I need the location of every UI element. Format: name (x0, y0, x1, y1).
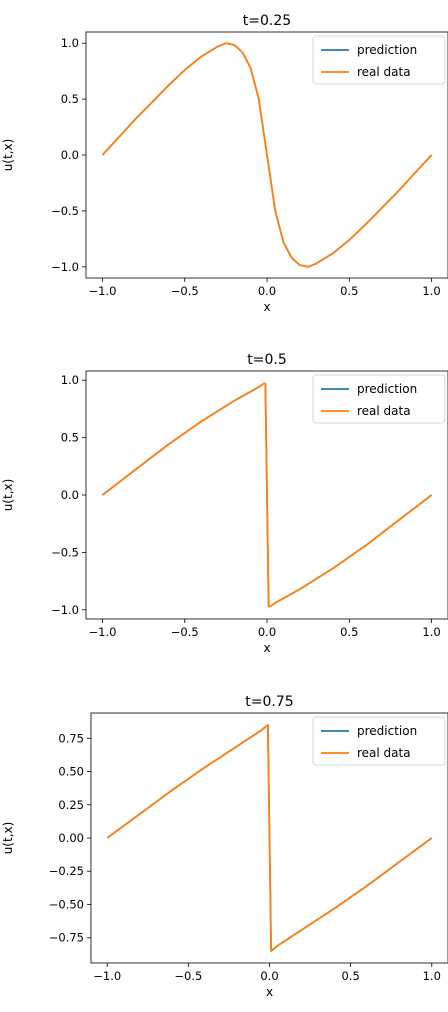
x-tick-label: −0.5 (174, 969, 202, 983)
x-tick-label: 0.0 (258, 625, 276, 639)
x-tick-label: −0.5 (171, 625, 199, 639)
y-tick-label: −0.5 (51, 545, 79, 559)
x-tick-label: 0.5 (341, 969, 359, 983)
y-tick-label: 0.5 (61, 431, 79, 445)
legend-label: real data (357, 746, 411, 760)
x-axis-label: x (263, 641, 270, 655)
x-axis-label: x (263, 300, 270, 314)
y-tick-label: 1.0 (61, 36, 79, 50)
legend: prediction real data (312, 374, 446, 424)
legend-label: real data (357, 404, 411, 418)
y-tick-label: −0.5 (51, 204, 79, 218)
x-tick-label: 1.0 (422, 625, 440, 639)
series-line-real-data (106, 724, 433, 952)
y-tick-label: 0.0 (61, 488, 79, 502)
chart-title: t=0.5 (247, 352, 286, 368)
y-tick-label: −0.75 (49, 931, 84, 945)
y-axis-label: u(t,x) (1, 479, 15, 512)
y-tick-label: −0.50 (49, 897, 84, 911)
x-tick-label: −1.0 (88, 625, 116, 639)
legend-label: prediction (357, 43, 417, 57)
y-tick-label: 0.5 (61, 92, 79, 106)
legend: prediction real data (312, 35, 446, 85)
y-tick-label: 0.00 (58, 831, 84, 845)
y-tick-label: −0.25 (49, 864, 84, 878)
chart-panel-2: −1.0 −0.5 0.0 0.5 1.0 −1.0 −0.5 0.0 0.5 1.0 t=0.5 x… (1, 352, 448, 655)
legend: prediction real data (312, 716, 446, 766)
x-tick-label: 1.0 (423, 969, 441, 983)
chart-title: t=0.25 (243, 13, 291, 29)
x-tick-label: 0.0 (258, 284, 276, 298)
legend-label: real data (357, 65, 411, 79)
chart-panel-3: −1.0 −0.5 0.0 0.5 1.0 −0.75 −0.50 −0.25 0.00 0.25… (1, 694, 448, 999)
y-tick-label: 0.75 (58, 731, 84, 745)
x-tick-label: −1.0 (93, 969, 121, 983)
series-line-real-data (101, 42, 433, 268)
y-tick-label: −1.0 (51, 260, 79, 274)
series-line-real-data (101, 382, 433, 608)
y-axis-label: u(t,x) (1, 822, 15, 855)
x-tick-label: 0.0 (260, 969, 278, 983)
y-tick-label: 0.25 (58, 798, 84, 812)
y-axis-label: u(t,x) (1, 139, 15, 172)
x-tick-label: 0.5 (340, 625, 358, 639)
y-tick-label: 1.0 (61, 373, 79, 387)
x-tick-label: −0.5 (171, 284, 199, 298)
chart-title: t=0.75 (245, 694, 293, 710)
y-tick-label: −1.0 (51, 603, 79, 617)
y-tick-label: 0.0 (61, 148, 79, 162)
legend-label: prediction (357, 382, 417, 396)
x-tick-label: 0.5 (340, 284, 358, 298)
x-tick-label: −1.0 (88, 284, 116, 298)
chart-panel-1: −1.0 −0.5 0.0 0.5 1.0 −1.0 −0.5 0.0 0.5 1.0 t=0.25… (1, 13, 448, 314)
x-axis-label: x (266, 985, 273, 999)
y-tick-label: 0.50 (58, 765, 84, 779)
x-tick-label: 1.0 (422, 284, 440, 298)
legend-label: prediction (357, 724, 417, 738)
